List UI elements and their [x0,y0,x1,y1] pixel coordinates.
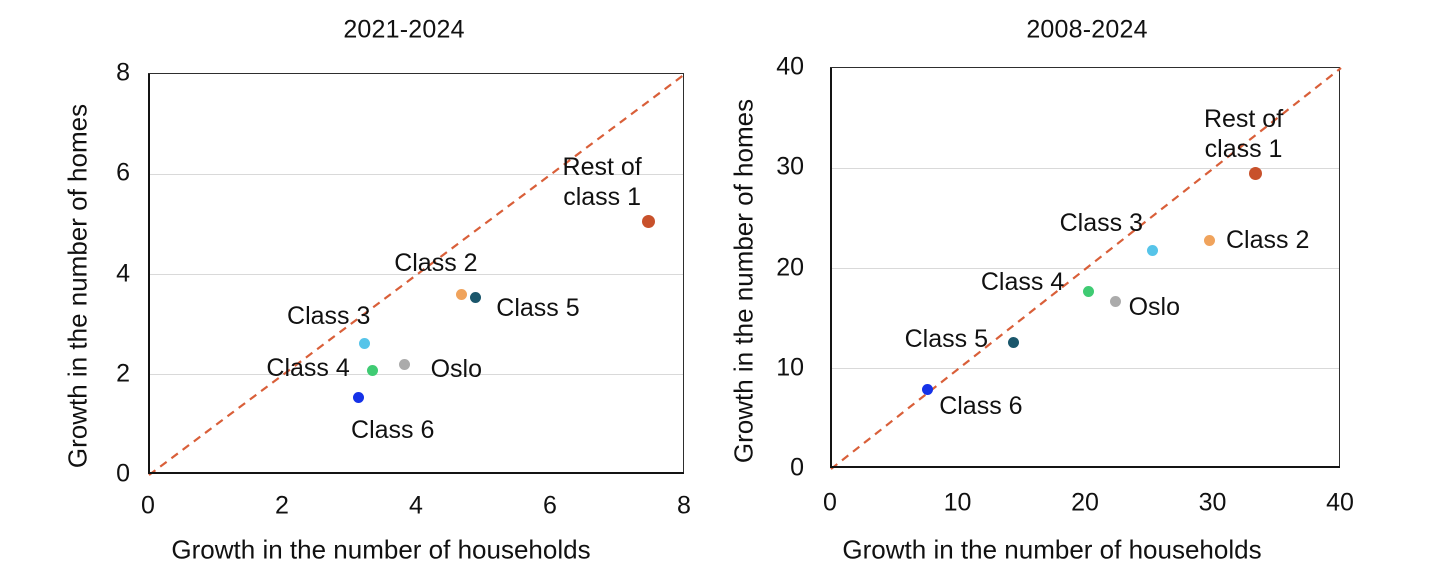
point-label-line: class 1 [563,182,642,211]
gridline-y-10 [831,368,1339,370]
data-point-rest-of-class-1 [641,215,655,229]
x-tick-label-4: 4 [409,491,423,520]
point-label-line: Class 4 [980,267,1065,296]
x-tick-label-6: 6 [543,491,557,520]
y-tick-label-2: 2 [116,359,130,388]
chart-title: 2021-2024 [343,15,465,44]
point-label-line: Class 3 [1059,209,1143,238]
x-tick-label-2: 2 [275,491,289,520]
gridline-y-4 [149,274,683,275]
point-label-rest-of-class-1: Rest of class 1 [1204,104,1283,164]
y-tick-label-30: 30 [776,152,804,181]
x-tick-label-40: 40 [1326,488,1354,517]
data-point-class-5 [1007,337,1019,349]
data-point-class-3 [1146,244,1158,256]
data-point-class-4 [366,364,378,376]
point-label-oslo: Oslo [1129,292,1180,322]
y-tick-label-4: 4 [116,259,130,287]
diagonal-reference-line [830,67,1342,470]
y-tick-label-6: 6 [116,158,130,187]
point-label-line: Class 5 [496,293,580,322]
point-label-line: Class 2 [394,248,478,277]
point-label-class-5: Class 5 [905,324,988,354]
x-tick-label-20: 20 [1071,488,1099,517]
point-label-line: Class 4 [266,354,350,383]
gridline-y-6 [149,173,683,175]
gridline-y-30 [831,167,1339,169]
data-point-class-2 [456,289,468,301]
chart-title: 2008-2024 [1026,15,1148,44]
point-label-class-2: Class 2 [394,248,477,278]
y-axis-line [830,68,832,467]
y-axis-title: Growth in the number of homes [728,98,759,464]
y-tick-label-0: 0 [790,453,804,482]
data-point-oslo [398,359,410,371]
point-label-line: Oslo [1128,292,1181,321]
x-tick-label-8: 8 [677,491,691,520]
data-point-class-6 [353,391,365,403]
point-label-class-2: Class 2 [1226,225,1309,255]
point-label-oslo: Oslo [431,354,482,384]
y-tick-label-20: 20 [776,253,804,281]
plot-area: Rest of class 1 Class 2 Class 3 Class 4 Oslo C… [148,73,686,476]
y-tick-label-0: 0 [116,459,130,488]
point-label-line: Rest of [1203,105,1284,134]
point-label-line: Class 3 [287,302,371,331]
point-label-class-4: Class 4 [981,267,1064,297]
point-label-rest-of-class-1: Rest of class 1 [563,152,642,212]
point-label-line: Class 6 [939,391,1023,420]
data-point-class-3 [359,337,371,349]
data-point-class-2 [1204,234,1216,246]
x-tick-label-0: 0 [141,491,155,520]
y-tick-label-8: 8 [116,58,130,87]
point-label-line: Class 5 [904,324,988,353]
point-label-line: Class 2 [1225,226,1310,255]
x-axis-title: Growth in the number of households [842,534,1262,565]
point-label-line: class 1 [1204,135,1283,164]
gridline-y-2 [149,374,683,376]
data-point-class-4 [1083,286,1095,298]
x-axis-title: Growth in the number of households [171,534,591,565]
point-label-class-4: Class 4 [266,353,349,383]
x-tick-label-10: 10 [943,488,972,517]
x-tick-label-0: 0 [823,488,837,517]
point-label-class-3: Class 3 [1060,208,1143,238]
point-label-class-6: Class 6 [351,415,434,445]
y-tick-label-40: 40 [776,52,804,81]
point-label-class-6: Class 6 [939,391,1022,421]
y-axis-line [148,74,150,473]
plot-area: Rest of class 1 Class 2 Class 3 Class 4 Oslo C… [830,67,1342,470]
data-point-rest-of-class-1 [1249,166,1263,180]
data-point-class-6 [922,384,934,396]
point-label-line: Rest of [562,152,642,181]
chart-2021-2024: 2021-2024 Growth in the number of homes … [0,0,722,588]
x-tick-label-30: 30 [1198,488,1227,517]
point-label-class-3: Class 3 [287,301,370,331]
data-point-class-5 [470,292,482,304]
diagonal-line-stroke [830,67,1342,470]
data-point-oslo [1109,296,1121,308]
point-label-line: Class 6 [351,416,435,445]
point-label-class-5: Class 5 [496,293,579,323]
y-tick-label-10: 10 [776,353,804,382]
x-axis-line [830,466,1340,468]
x-axis-line [148,472,684,474]
point-label-line: Oslo [430,354,482,383]
chart-2008-2024: 2008-2024 Growth in the number of homes … [722,0,1445,588]
y-axis-title: Growth in the number of homes [62,103,93,469]
